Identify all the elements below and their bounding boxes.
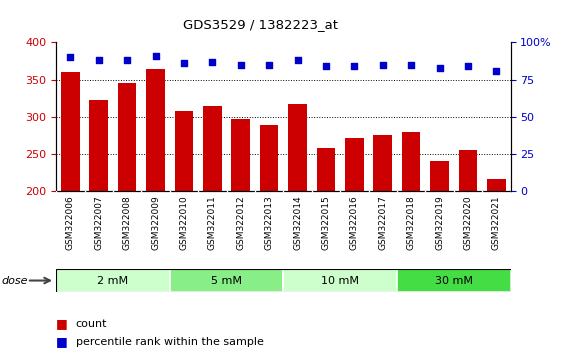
Bar: [260, 125, 278, 340]
Bar: [232, 119, 250, 340]
Point: [293, 57, 302, 63]
Text: 30 mM: 30 mM: [435, 275, 473, 286]
Text: percentile rank within the sample: percentile rank within the sample: [76, 337, 264, 347]
Text: GSM322017: GSM322017: [378, 195, 387, 250]
Bar: [118, 84, 136, 340]
Bar: [283, 269, 397, 292]
Bar: [56, 269, 169, 292]
Point: [265, 62, 274, 68]
Text: GSM322016: GSM322016: [350, 195, 359, 250]
Point: [180, 61, 188, 66]
Text: GSM322009: GSM322009: [151, 195, 160, 250]
Text: GSM322008: GSM322008: [123, 195, 132, 250]
Bar: [174, 111, 193, 340]
Bar: [89, 100, 108, 340]
Point: [94, 57, 103, 63]
Text: 10 mM: 10 mM: [321, 275, 359, 286]
Point: [236, 62, 245, 68]
Bar: [316, 148, 335, 340]
Point: [123, 57, 132, 63]
Text: GSM322010: GSM322010: [180, 195, 188, 250]
Point: [321, 63, 330, 69]
Point: [350, 63, 359, 69]
Text: GSM322015: GSM322015: [321, 195, 330, 250]
Text: GSM322011: GSM322011: [208, 195, 217, 250]
Text: 2 mM: 2 mM: [98, 275, 128, 286]
Text: GSM322007: GSM322007: [94, 195, 103, 250]
Bar: [430, 161, 449, 340]
Text: count: count: [76, 319, 107, 329]
Bar: [203, 107, 222, 340]
Bar: [61, 72, 80, 340]
Point: [208, 59, 217, 65]
Text: ■: ■: [56, 318, 68, 330]
Bar: [402, 132, 420, 340]
Text: GDS3529 / 1382223_at: GDS3529 / 1382223_at: [183, 18, 338, 31]
Text: ■: ■: [56, 335, 68, 348]
Point: [435, 65, 444, 70]
Text: dose: dose: [1, 275, 27, 286]
Bar: [288, 104, 307, 340]
Point: [378, 62, 387, 68]
Text: GSM322013: GSM322013: [265, 195, 274, 250]
Point: [492, 68, 501, 74]
Bar: [459, 149, 477, 340]
Text: 5 mM: 5 mM: [211, 275, 242, 286]
Text: GSM322006: GSM322006: [66, 195, 75, 250]
Text: GSM322014: GSM322014: [293, 195, 302, 250]
Text: GSM322012: GSM322012: [236, 195, 245, 250]
Text: GSM322018: GSM322018: [407, 195, 416, 250]
Point: [407, 62, 416, 68]
Text: GSM322021: GSM322021: [492, 195, 501, 250]
Text: GSM322020: GSM322020: [463, 195, 472, 250]
Bar: [487, 179, 505, 340]
Bar: [169, 269, 283, 292]
Point: [463, 63, 472, 69]
Bar: [146, 69, 165, 340]
Point: [151, 53, 160, 59]
Point: [66, 55, 75, 60]
Text: GSM322019: GSM322019: [435, 195, 444, 250]
Bar: [397, 269, 511, 292]
Bar: [345, 138, 364, 340]
Bar: [374, 135, 392, 340]
